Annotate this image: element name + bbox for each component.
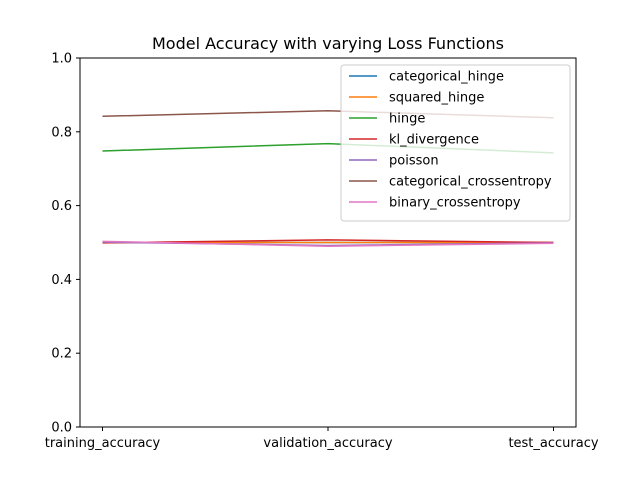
- legend-item: hinge: [349, 112, 425, 127]
- y-tick-label: 0.8: [51, 125, 72, 140]
- x-axis: training_accuracy validation_accuracy test…: [45, 427, 599, 451]
- legend-item: squared_hinge: [349, 91, 484, 106]
- legend-box: [340, 64, 571, 222]
- legend-item: categorical_crossentropy: [349, 175, 552, 190]
- chart-title: Model Accuracy with varying Loss Functio…: [152, 34, 504, 53]
- legend-label: categorical_hinge: [389, 70, 504, 85]
- legend-item: poisson: [349, 154, 439, 169]
- x-tick-label: training_accuracy: [45, 436, 161, 451]
- y-axis: 0.0 0.2 0.4 0.6 0.8 1.0: [51, 52, 80, 436]
- y-tick-label: 0.2: [51, 347, 72, 362]
- series-line-kl-divergence: [102, 239, 554, 244]
- series-line-binary-crossentropy: [102, 240, 554, 247]
- y-tick-label: 0.0: [51, 421, 72, 436]
- legend-label: poisson: [389, 154, 439, 169]
- legend-item: binary_crossentropy: [349, 196, 521, 211]
- legend-label: categorical_crossentropy: [389, 175, 552, 190]
- plot-lines: [102, 110, 554, 247]
- y-tick-label: 0.4: [51, 273, 72, 288]
- y-tick-label: 1.0: [51, 52, 72, 67]
- legend-label: hinge: [389, 112, 425, 127]
- legend-label: kl_divergence: [389, 133, 479, 148]
- x-tick-label: test_accuracy: [508, 436, 598, 451]
- legend-label: squared_hinge: [389, 91, 484, 106]
- legend-item: kl_divergence: [349, 133, 479, 148]
- y-tick-label: 0.6: [51, 199, 72, 214]
- legend-item: categorical_hinge: [349, 70, 504, 85]
- legend-label: binary_crossentropy: [389, 196, 521, 211]
- x-tick-label: validation_accuracy: [263, 436, 392, 451]
